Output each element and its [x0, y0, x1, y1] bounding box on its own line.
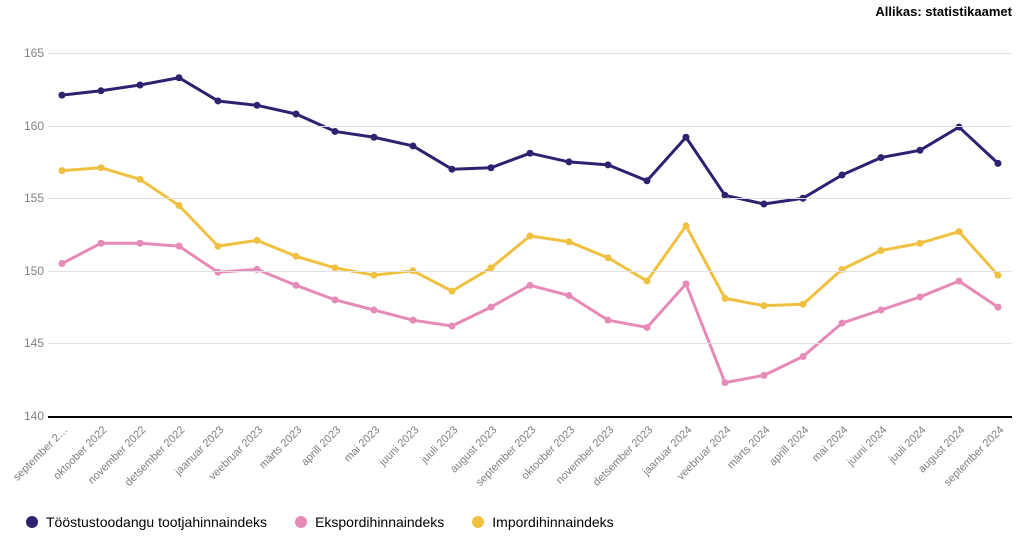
series-marker	[878, 247, 885, 254]
ytick-label: 145	[4, 336, 44, 350]
series-marker	[293, 253, 300, 260]
chart-container: Allikas: statistikaamet Tööstustoodangu …	[0, 0, 1024, 542]
gridline	[48, 343, 1012, 344]
gridline	[48, 271, 1012, 272]
series-marker	[488, 164, 495, 171]
series-marker	[410, 142, 417, 149]
series-marker	[488, 304, 495, 311]
series-marker	[176, 74, 183, 81]
series-marker	[995, 160, 1002, 167]
series-marker	[137, 81, 144, 88]
ytick-label: 160	[4, 119, 44, 133]
series-marker	[254, 237, 261, 244]
ytick-label: 140	[4, 409, 44, 423]
series-marker	[59, 167, 66, 174]
series-marker	[293, 282, 300, 289]
series-marker	[644, 277, 651, 284]
gridline	[48, 416, 1012, 418]
series-marker	[683, 134, 690, 141]
series-marker	[566, 238, 573, 245]
series-marker	[644, 324, 651, 331]
series-marker	[449, 322, 456, 329]
series-line	[62, 243, 998, 382]
series-line	[62, 78, 998, 204]
series-marker	[527, 282, 534, 289]
series-marker	[449, 166, 456, 173]
series-marker	[215, 97, 222, 104]
series-marker	[605, 254, 612, 261]
series-marker	[332, 296, 339, 303]
series-marker	[722, 295, 729, 302]
series-marker	[605, 161, 612, 168]
source-label: Allikas: statistikaamet	[875, 4, 1012, 19]
series-marker	[137, 176, 144, 183]
series-marker	[215, 243, 222, 250]
series-marker	[917, 147, 924, 154]
series-marker	[722, 379, 729, 386]
series-marker	[800, 353, 807, 360]
series-marker	[956, 277, 963, 284]
series-marker	[995, 272, 1002, 279]
series-marker	[527, 150, 534, 157]
series-marker	[215, 269, 222, 276]
chart-svg	[48, 24, 1012, 416]
series-marker	[956, 124, 963, 131]
series-marker	[59, 92, 66, 99]
series-marker	[98, 240, 105, 247]
series-marker	[761, 372, 768, 379]
series-marker	[995, 304, 1002, 311]
series-marker	[683, 280, 690, 287]
series-marker	[527, 232, 534, 239]
series-marker	[839, 320, 846, 327]
series-marker	[371, 307, 378, 314]
series-marker	[59, 260, 66, 267]
plot-area	[48, 24, 1012, 416]
series-marker	[839, 171, 846, 178]
series-marker	[371, 134, 378, 141]
series-marker	[566, 292, 573, 299]
series-marker	[800, 301, 807, 308]
series-marker	[98, 87, 105, 94]
series-marker	[137, 240, 144, 247]
ytick-label: 165	[4, 46, 44, 60]
series-marker	[917, 293, 924, 300]
series-marker	[878, 154, 885, 161]
series-marker	[761, 302, 768, 309]
series-marker	[293, 111, 300, 118]
series-marker	[332, 128, 339, 135]
gridline	[48, 198, 1012, 199]
ytick-label: 155	[4, 191, 44, 205]
series-marker	[956, 228, 963, 235]
series-marker	[254, 102, 261, 109]
gridline	[48, 126, 1012, 127]
series-marker	[176, 243, 183, 250]
series-marker	[878, 307, 885, 314]
series-marker	[605, 317, 612, 324]
series-marker	[98, 164, 105, 171]
ytick-label: 150	[4, 264, 44, 278]
series-marker	[683, 222, 690, 229]
series-marker	[761, 201, 768, 208]
series-marker	[644, 177, 651, 184]
series-marker	[917, 240, 924, 247]
series-marker	[566, 158, 573, 165]
series-marker	[176, 202, 183, 209]
series-marker	[410, 317, 417, 324]
series-marker	[449, 288, 456, 295]
gridline	[48, 53, 1012, 54]
series-marker	[371, 272, 378, 279]
